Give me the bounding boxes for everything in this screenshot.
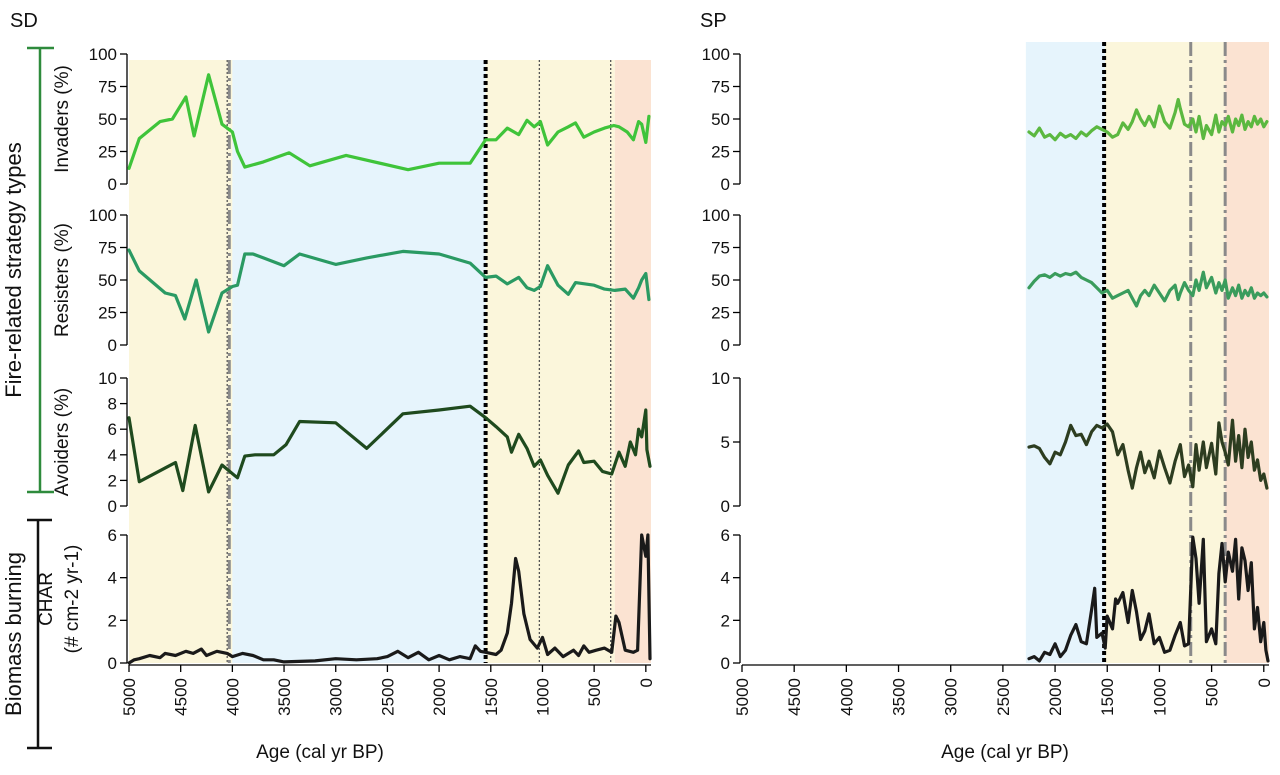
- y-tick-label: 10: [98, 369, 117, 388]
- series-line: [1027, 418, 1269, 490]
- x-tick-label: 2000: [1046, 678, 1065, 716]
- y-tick-label: 0: [721, 175, 730, 194]
- zone-band-blue: [232, 60, 486, 663]
- zone-band-yellow: [129, 60, 233, 663]
- y-tick-label: 6: [721, 526, 730, 545]
- y-tick-label: 25: [711, 143, 730, 162]
- y-tick-label: 5: [721, 433, 730, 452]
- y-tick-label: 0: [108, 497, 117, 516]
- y-tick-label: 8: [108, 395, 117, 414]
- x-tick-label: 5000: [733, 678, 752, 716]
- x-tick-label: 2500: [378, 678, 397, 716]
- y-axis-title: Resisters (%): [52, 223, 73, 337]
- panel-label-sp: SP: [700, 10, 727, 32]
- y-tick-label: 0: [721, 497, 730, 516]
- y-tick-label: 50: [98, 271, 117, 290]
- x-tick-label: 1500: [482, 678, 501, 716]
- x-tick-label: 3500: [275, 678, 294, 716]
- y-tick-label: 50: [711, 110, 730, 129]
- zone-band-yellow: [485, 60, 615, 663]
- y-tick-label: 100: [89, 206, 117, 225]
- x-tick-label: 500: [1203, 678, 1222, 706]
- series-line: [127, 248, 651, 334]
- x-tick-label: 4000: [223, 678, 242, 716]
- series-line: [1027, 270, 1269, 308]
- x-tick-label: 4500: [785, 678, 804, 716]
- y-tick-label: 0: [108, 336, 117, 355]
- y-tick-label: 2: [108, 471, 117, 490]
- y-tick-label: 4: [108, 446, 117, 465]
- series-line: [1027, 97, 1269, 142]
- y-tick-label: 10: [711, 369, 730, 388]
- x-tick-label: 5000: [120, 678, 139, 716]
- group-label-biomass: Biomass burning: [1, 552, 26, 716]
- series-line: [127, 73, 651, 172]
- x-tick-label: 2500: [994, 678, 1013, 716]
- y-tick-label: 75: [98, 78, 117, 97]
- x-tick-label: 1000: [1150, 678, 1169, 716]
- y-tick-label: 75: [711, 78, 730, 97]
- x-tick-label: 0: [637, 678, 656, 687]
- zone-band-peach: [614, 60, 651, 663]
- y-axis-title: CHAR: [36, 572, 57, 626]
- y-tick-label: 0: [108, 654, 117, 673]
- x-tick-label: 2000: [430, 678, 449, 716]
- y-tick-label: 2: [108, 611, 117, 630]
- x-tick-label: 4500: [172, 678, 191, 716]
- y-tick-label: 25: [98, 143, 117, 162]
- zone-band-yellow: [1105, 42, 1226, 663]
- y-tick-label: 4: [721, 569, 730, 588]
- y-tick-label: 0: [108, 175, 117, 194]
- y-axis-title-unit: (# cm-2 yr-1): [62, 545, 83, 654]
- y-tick-label: 0: [721, 336, 730, 355]
- y-tick-label: 100: [702, 45, 730, 64]
- x-tick-label: 3500: [890, 678, 909, 716]
- x-axis-title: Age (cal yr BP): [941, 742, 1069, 763]
- y-tick-label: 4: [108, 569, 117, 588]
- series-line: [1027, 535, 1270, 663]
- zone-band-blue: [1025, 42, 1106, 663]
- y-tick-label: 100: [702, 206, 730, 225]
- x-tick-label: 1000: [533, 678, 552, 716]
- y-tick-label: 25: [711, 304, 730, 323]
- x-axis-title: Age (cal yr BP): [256, 742, 384, 763]
- x-tick-label: 0: [1255, 678, 1274, 687]
- x-tick-label: 4000: [837, 678, 856, 716]
- y-tick-label: 100: [89, 45, 117, 64]
- panel-label-sd: SD: [10, 10, 38, 32]
- x-tick-label: 3000: [327, 678, 346, 716]
- y-axis-title: Avoiders (%): [52, 388, 73, 496]
- y-tick-label: 2: [721, 611, 730, 630]
- y-axis-title: Invaders (%): [52, 65, 73, 173]
- y-tick-label: 6: [108, 526, 117, 545]
- series-line: [127, 404, 652, 495]
- y-tick-label: 6: [108, 420, 117, 439]
- y-tick-label: 50: [711, 271, 730, 290]
- x-tick-label: 500: [585, 678, 604, 706]
- group-label-fire: Fire-related strategy types: [1, 142, 26, 398]
- x-tick-label: 1500: [1098, 678, 1117, 716]
- y-tick-label: 50: [98, 110, 117, 129]
- x-tick-label: 3000: [942, 678, 961, 716]
- series-line: [127, 533, 652, 665]
- y-tick-label: 0: [721, 654, 730, 673]
- y-tick-label: 25: [98, 304, 117, 323]
- y-tick-label: 75: [711, 239, 730, 258]
- y-tick-label: 75: [98, 239, 117, 258]
